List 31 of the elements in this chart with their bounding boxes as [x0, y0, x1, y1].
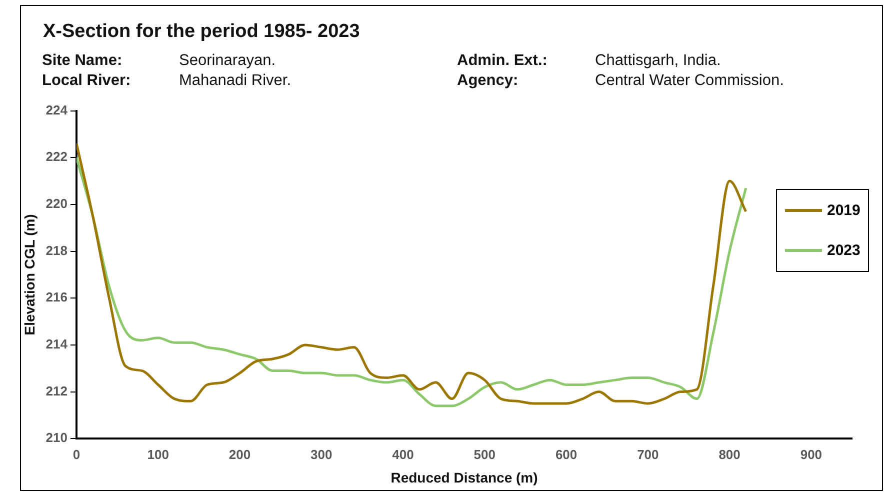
text: Mahanadi River.: [179, 72, 292, 90]
legend-label: 2019: [827, 202, 860, 218]
text: Chattisgarh, India.: [595, 52, 722, 70]
text: Admin. Ext.:: [457, 52, 548, 70]
text: Seorinarayan.: [179, 52, 277, 70]
x-tick-label: 700: [637, 446, 659, 462]
text: Agency:: [457, 72, 520, 90]
y-tick-label: 214: [46, 336, 68, 352]
y-tick-label: 212: [46, 383, 68, 398]
y-tick-label: 210: [46, 430, 68, 446]
chart-title: X-Section for the period 1985- 2023: [43, 21, 360, 43]
text: Site Name:: [42, 52, 124, 70]
y-axis-title: Elevation CGL (m): [21, 214, 38, 336]
text: Local River:: [42, 72, 132, 90]
legend-label: 2023: [827, 242, 860, 258]
x-tick-label: 300: [310, 446, 332, 462]
y-tick-label: 218: [46, 242, 68, 258]
x-tick-label: 400: [392, 446, 414, 462]
y-tick-label: 222: [46, 149, 68, 164]
x-tick-label: 800: [718, 446, 740, 462]
text: Central Water Commission.: [595, 72, 785, 90]
y-tick-label: 224: [46, 102, 68, 118]
y-tick-label: 216: [46, 290, 68, 305]
y-tick-label: 220: [46, 196, 68, 212]
x-axis-title: Reduced Distance (m): [390, 469, 538, 486]
x-tick-label: 0: [72, 446, 80, 462]
x-tick-label: 900: [800, 446, 822, 462]
x-tick-label: 200: [228, 446, 251, 462]
x-tick-label: 600: [555, 446, 578, 462]
x-tick-label: 500: [474, 446, 496, 462]
x-tick-label: 100: [147, 446, 169, 462]
